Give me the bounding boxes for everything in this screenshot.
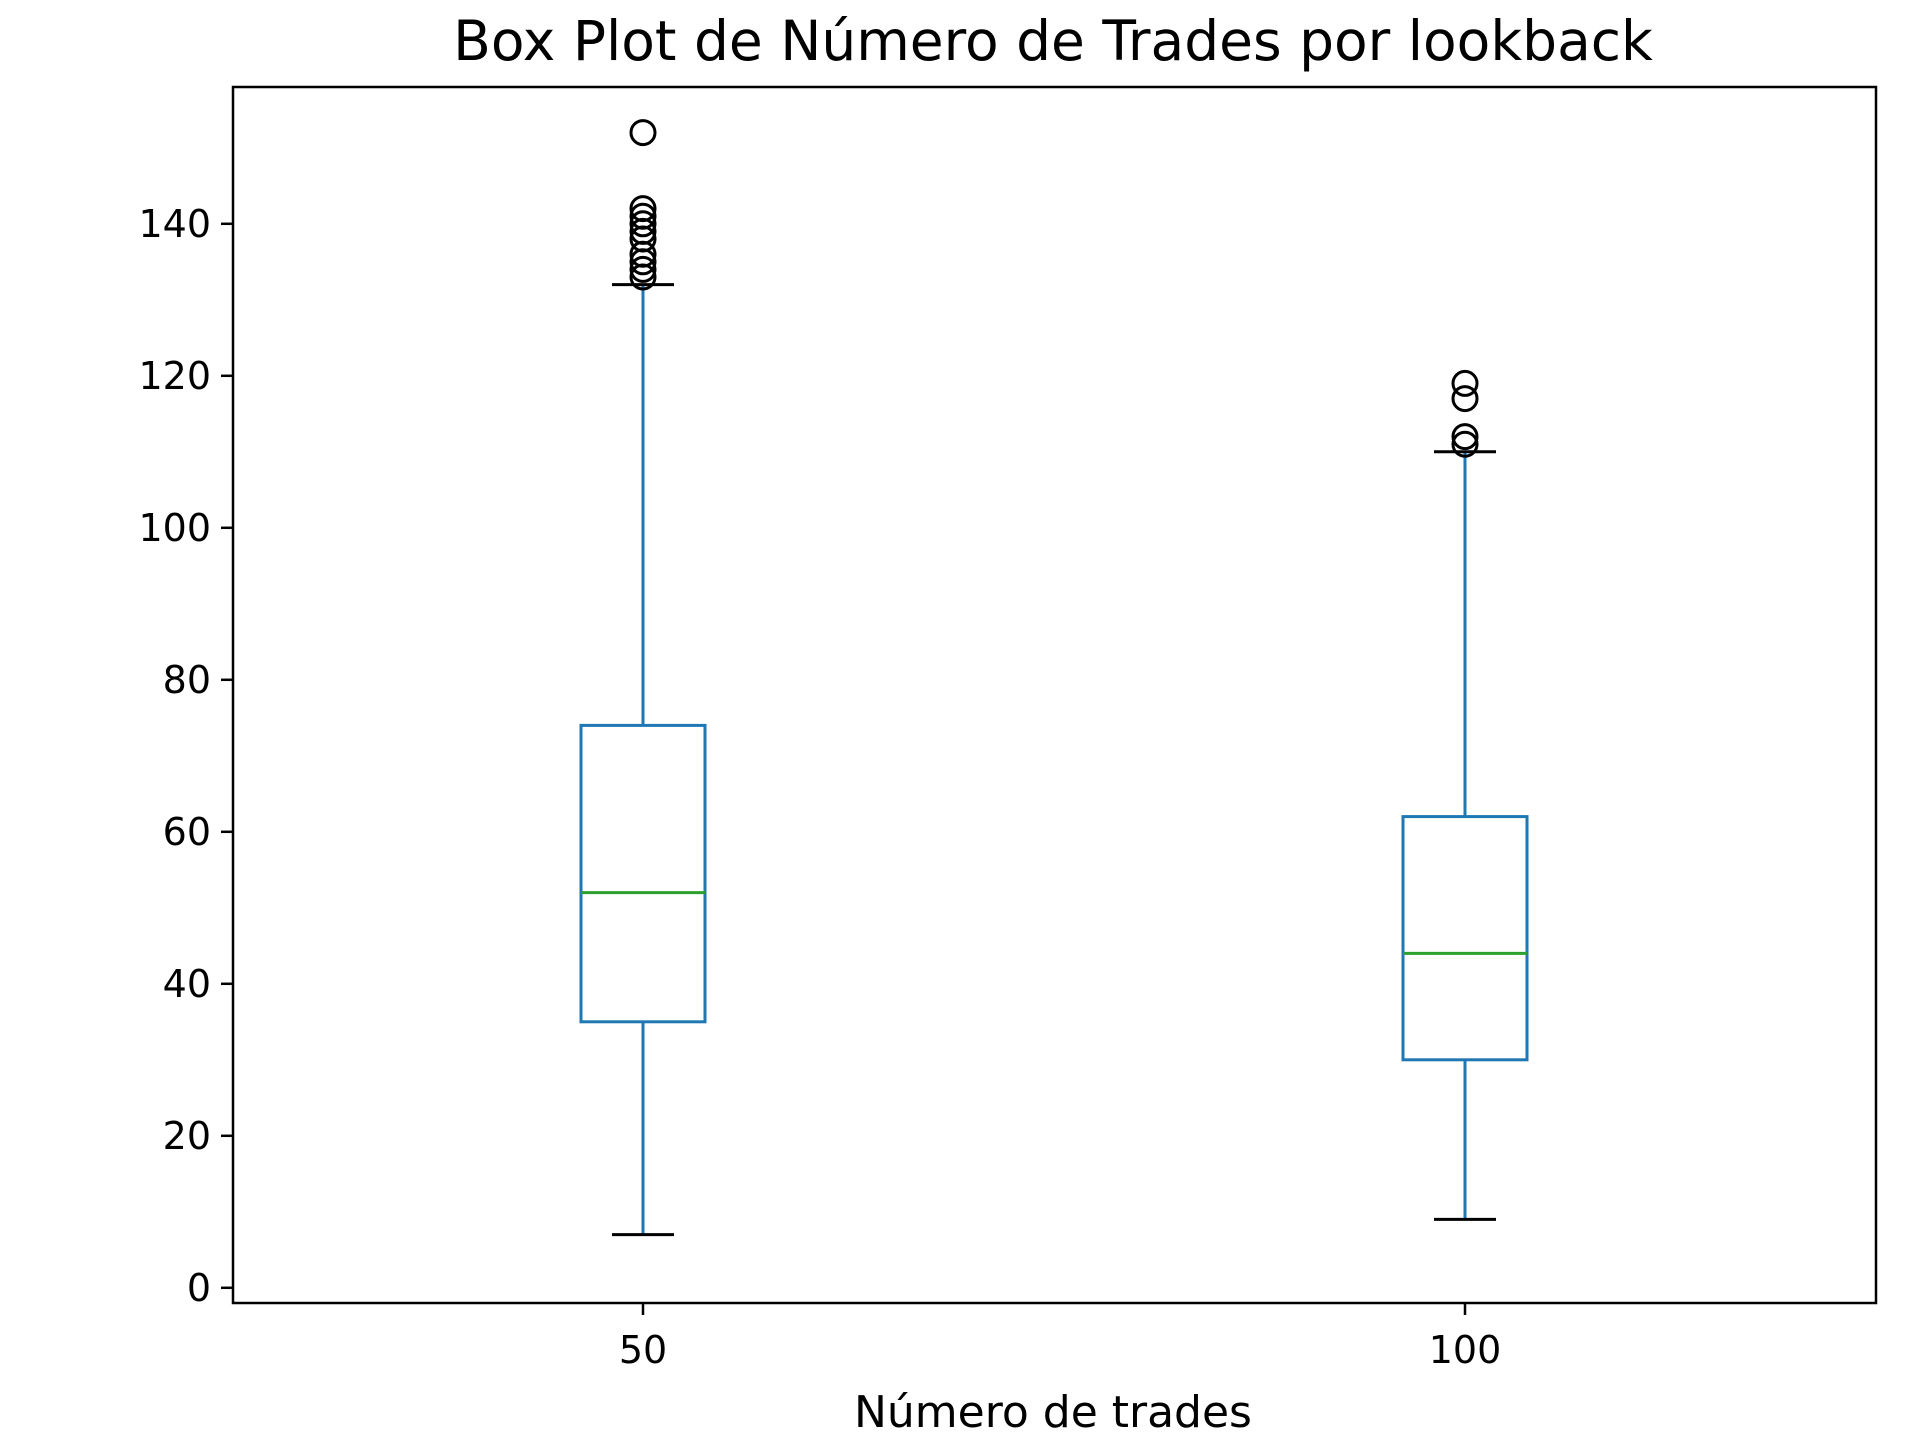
box-50 — [579, 119, 707, 1237]
y-tick-label-0: 0 — [187, 1266, 211, 1310]
outlier-point — [1451, 423, 1479, 451]
iqr-box-100 — [1401, 815, 1529, 1062]
outlier-point — [629, 202, 657, 230]
outlier-point — [1451, 369, 1479, 397]
outlier-point — [629, 210, 657, 238]
outlier-point — [629, 195, 657, 223]
y-tick-label-40: 40 — [163, 962, 211, 1006]
y-axis: 0 20 40 60 80 100 120 140 — [138, 202, 233, 1310]
x-axis-label: Número de trades — [854, 1387, 1252, 1438]
y-tick-label-100: 100 — [138, 506, 211, 550]
boxes-group — [579, 119, 1529, 1237]
y-tick-label-120: 120 — [138, 354, 211, 398]
y-tick-label-80: 80 — [163, 658, 211, 702]
outlier-point — [629, 119, 657, 147]
outlier-point — [1451, 430, 1479, 458]
box-100 — [1401, 369, 1529, 1221]
x-tick-label-100: 100 — [1429, 1328, 1502, 1372]
y-tick-label-60: 60 — [163, 810, 211, 854]
y-tick-label-140: 140 — [138, 202, 211, 246]
iqr-box-50 — [579, 723, 707, 1024]
chart-title: Box Plot de Número de Trades por lookbac… — [453, 9, 1653, 73]
x-axis: 50 100 — [619, 1303, 1501, 1372]
outlier-point — [1451, 385, 1479, 413]
x-tick-label-50: 50 — [619, 1328, 667, 1372]
plot-area-frame — [231, 85, 1878, 1305]
y-tick-label-20: 20 — [163, 1114, 211, 1158]
outlier-point — [629, 255, 657, 283]
